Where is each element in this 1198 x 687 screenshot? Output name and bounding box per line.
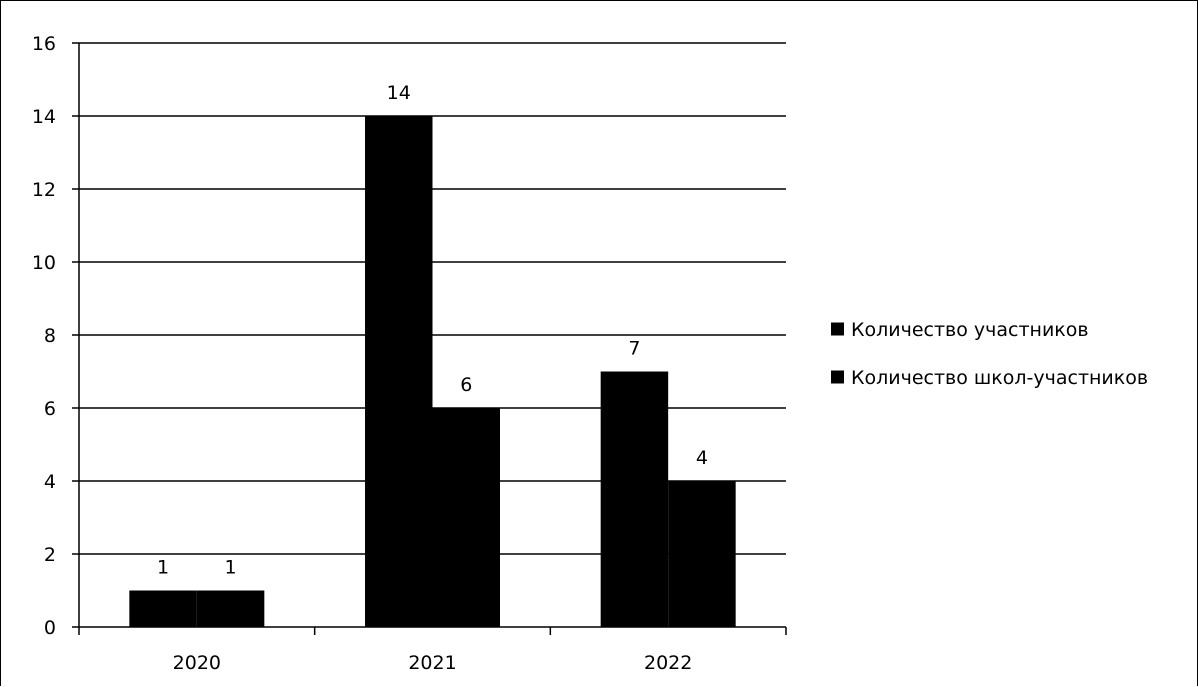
y-tick-label: 10	[32, 252, 56, 274]
legend-label: Количество участников	[851, 319, 1089, 341]
bar	[668, 481, 736, 627]
data-labels: 1 14 7 1 6 4	[157, 82, 708, 579]
y-tick-label: 8	[44, 325, 56, 347]
data-label: 6	[460, 374, 472, 396]
y-tick-label: 16	[32, 33, 56, 55]
x-tick-label: 2020	[173, 652, 221, 674]
y-tick-label: 4	[44, 471, 56, 493]
legend: Количество участников Количество школ-уча…	[831, 319, 1148, 389]
axes	[72, 42, 787, 635]
bar	[600, 371, 669, 627]
data-label: 14	[387, 82, 411, 104]
bars	[129, 116, 736, 627]
bar	[432, 408, 500, 627]
bar	[129, 590, 197, 627]
legend-label: Количество школ-участников	[851, 367, 1148, 389]
data-label: 1	[157, 557, 169, 579]
data-label: 4	[696, 447, 708, 469]
y-tick-label: 12	[32, 179, 56, 201]
legend-swatch	[831, 322, 844, 336]
y-axis-tick-labels: 0 2 4 6 8 10 12 14 16	[32, 33, 56, 639]
y-tick-label: 6	[44, 398, 56, 420]
y-tick-label: 2	[44, 544, 56, 566]
bar	[196, 590, 265, 627]
y-tick-label: 0	[44, 617, 56, 639]
bar	[365, 116, 433, 627]
y-tick-label: 14	[32, 106, 56, 128]
data-label: 7	[628, 338, 640, 360]
data-label: 1	[225, 557, 237, 579]
legend-swatch	[831, 370, 844, 384]
x-axis-tick-labels: 2020 2021 2022	[173, 652, 693, 674]
x-tick-label: 2022	[644, 652, 692, 674]
x-tick-label: 2021	[408, 652, 456, 674]
